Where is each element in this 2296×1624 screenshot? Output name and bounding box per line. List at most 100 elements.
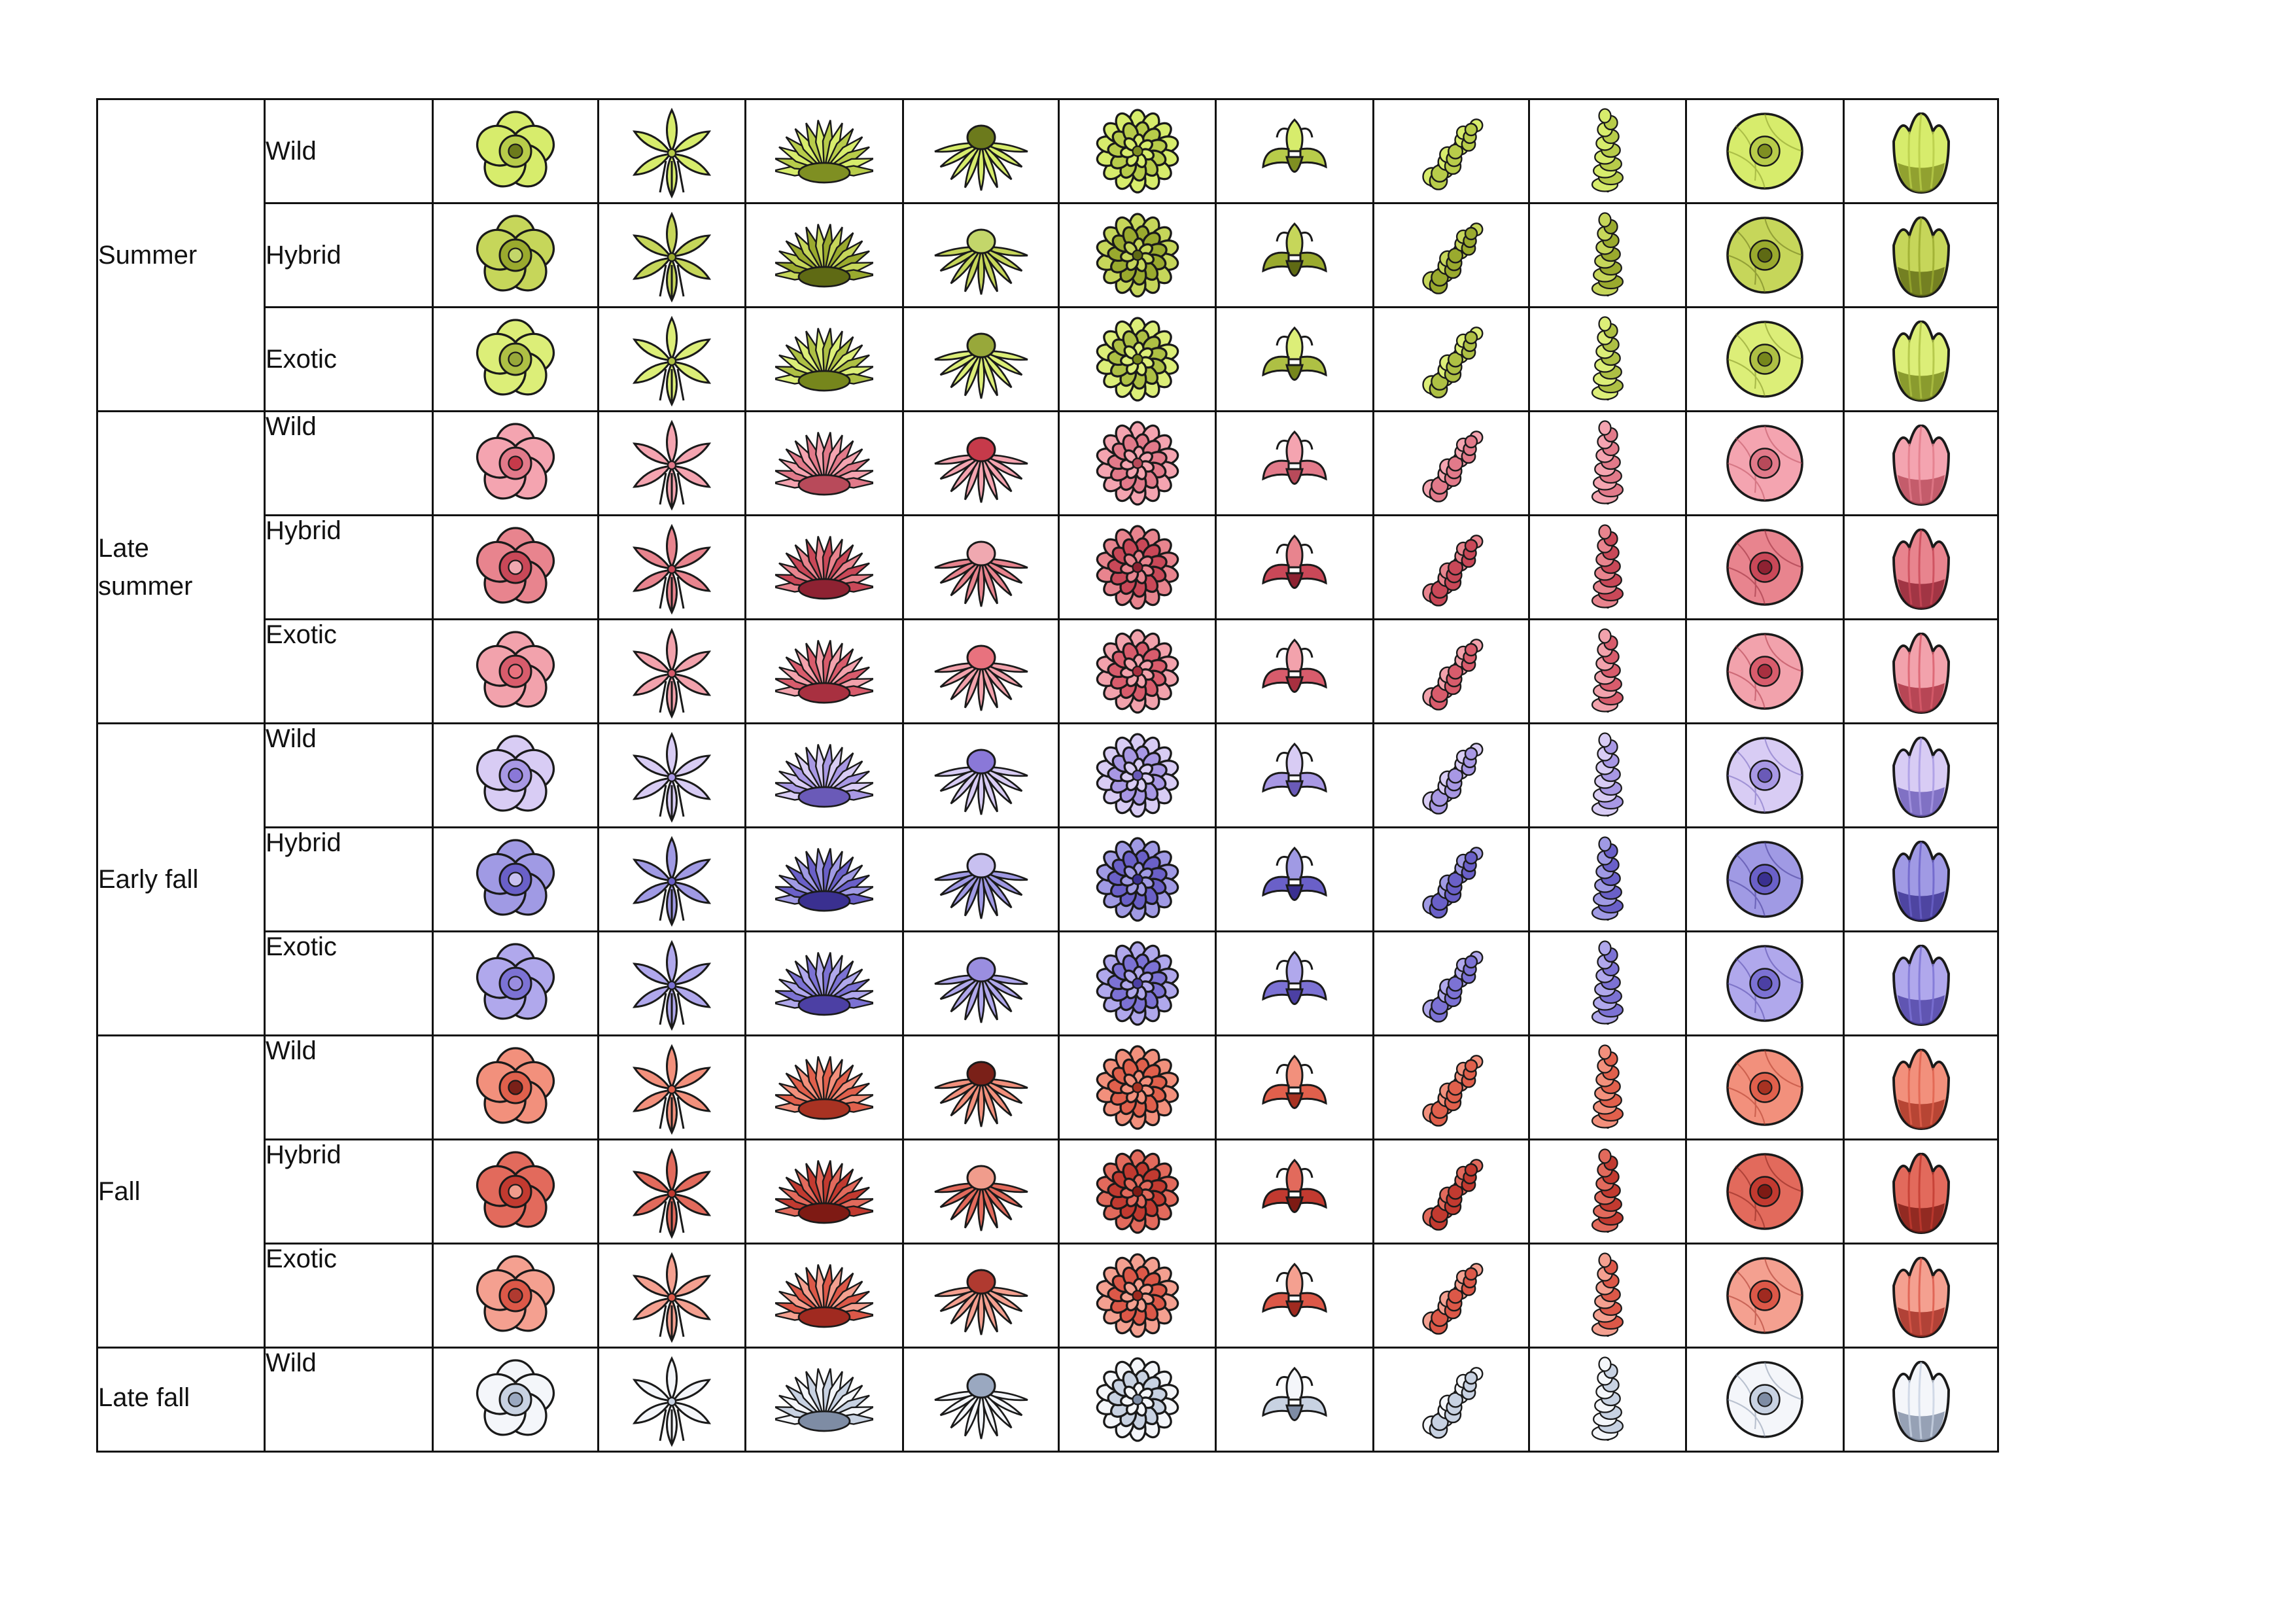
lilac-flower-icon bbox=[1372, 722, 1530, 828]
coneflower-flower-icon bbox=[902, 722, 1060, 828]
spiky-flower-icon bbox=[744, 826, 904, 932]
lily-flower-icon bbox=[597, 1347, 746, 1453]
lily-flower-icon bbox=[597, 1139, 746, 1244]
lily-flower-icon bbox=[597, 410, 746, 516]
hyacinth-flower-icon bbox=[1528, 514, 1687, 620]
lilac-flower-icon bbox=[1372, 618, 1530, 724]
primrose-flower-icon bbox=[432, 1034, 599, 1140]
coneflower-flower-icon bbox=[902, 930, 1060, 1036]
dahlia-flower-icon bbox=[1058, 1139, 1217, 1244]
season-label: Fall bbox=[96, 1034, 266, 1349]
table-row: Hybrid bbox=[97, 202, 1999, 308]
poppy-flower-icon bbox=[1685, 306, 1845, 412]
table-row: Early fall Wild bbox=[96, 722, 1999, 1036]
table-row: Exotic bbox=[97, 618, 1999, 724]
variant-label: Wild bbox=[264, 98, 434, 204]
spiky-flower-icon bbox=[744, 514, 904, 620]
iris-flower-icon bbox=[1215, 722, 1374, 828]
poppy-flower-icon bbox=[1685, 618, 1845, 724]
coneflower-flower-icon bbox=[902, 98, 1060, 204]
variant-label: Wild bbox=[264, 1034, 434, 1140]
dahlia-flower-icon bbox=[1058, 202, 1217, 308]
table-row: Hybrid bbox=[97, 826, 1999, 932]
season-label: Early fall bbox=[96, 722, 266, 1036]
table-row: Late fall Wild bbox=[96, 1347, 1999, 1453]
table-row: Late summer Wild bbox=[96, 410, 1999, 724]
spiky-flower-icon bbox=[744, 202, 904, 308]
primrose-flower-icon bbox=[432, 1139, 599, 1244]
lily-flower-icon bbox=[597, 1243, 746, 1349]
iris-flower-icon bbox=[1215, 1347, 1374, 1453]
tulip-flower-icon bbox=[1843, 1139, 1999, 1244]
variant-label: Wild bbox=[264, 1347, 434, 1453]
poppy-flower-icon bbox=[1685, 410, 1845, 516]
variant-label: Wild bbox=[264, 410, 434, 516]
season-label: Summer bbox=[96, 98, 266, 412]
tulip-flower-icon bbox=[1843, 1243, 1999, 1349]
spiky-flower-icon bbox=[744, 98, 904, 204]
primrose-flower-icon bbox=[432, 1347, 599, 1453]
table-row: Fall Wild bbox=[96, 1034, 1999, 1349]
tulip-flower-icon bbox=[1843, 514, 1999, 620]
iris-flower-icon bbox=[1215, 202, 1374, 308]
season-label: Late fall bbox=[96, 1347, 266, 1453]
primrose-flower-icon bbox=[432, 826, 599, 932]
primrose-flower-icon bbox=[432, 202, 599, 308]
spiky-flower-icon bbox=[744, 1243, 904, 1349]
lilac-flower-icon bbox=[1372, 1243, 1530, 1349]
coneflower-flower-icon bbox=[902, 1139, 1060, 1244]
lily-flower-icon bbox=[597, 1034, 746, 1140]
table-row: Exotic bbox=[97, 1243, 1999, 1349]
tulip-flower-icon bbox=[1843, 826, 1999, 932]
lilac-flower-icon bbox=[1372, 1034, 1530, 1140]
lilac-flower-icon bbox=[1372, 306, 1530, 412]
variant-label: Exotic bbox=[264, 306, 434, 412]
variant-label: Wild bbox=[264, 722, 434, 828]
coneflower-flower-icon bbox=[902, 1034, 1060, 1140]
coneflower-flower-icon bbox=[902, 306, 1060, 412]
tulip-flower-icon bbox=[1843, 1347, 1999, 1453]
coneflower-flower-icon bbox=[902, 202, 1060, 308]
coneflower-flower-icon bbox=[902, 1347, 1060, 1453]
table-row: Summer Wild bbox=[96, 98, 1999, 412]
hyacinth-flower-icon bbox=[1528, 1139, 1687, 1244]
lilac-flower-icon bbox=[1372, 930, 1530, 1036]
lily-flower-icon bbox=[597, 618, 746, 724]
lily-flower-icon bbox=[597, 514, 746, 620]
variant-label: Hybrid bbox=[264, 514, 434, 620]
coneflower-flower-icon bbox=[902, 618, 1060, 724]
dahlia-flower-icon bbox=[1058, 618, 1217, 724]
hyacinth-flower-icon bbox=[1528, 1243, 1687, 1349]
dahlia-flower-icon bbox=[1058, 98, 1217, 204]
primrose-flower-icon bbox=[432, 98, 599, 204]
spiky-flower-icon bbox=[744, 1347, 904, 1453]
hyacinth-flower-icon bbox=[1528, 306, 1687, 412]
lilac-flower-icon bbox=[1372, 514, 1530, 620]
spiky-flower-icon bbox=[744, 306, 904, 412]
iris-flower-icon bbox=[1215, 514, 1374, 620]
iris-flower-icon bbox=[1215, 930, 1374, 1036]
hyacinth-flower-icon bbox=[1528, 1034, 1687, 1140]
hyacinth-flower-icon bbox=[1528, 98, 1687, 204]
lily-flower-icon bbox=[597, 306, 746, 412]
poppy-flower-icon bbox=[1685, 514, 1845, 620]
dahlia-flower-icon bbox=[1058, 826, 1217, 932]
lily-flower-icon bbox=[597, 930, 746, 1036]
lilac-flower-icon bbox=[1372, 1347, 1530, 1453]
iris-flower-icon bbox=[1215, 1034, 1374, 1140]
primrose-flower-icon bbox=[432, 410, 599, 516]
iris-flower-icon bbox=[1215, 410, 1374, 516]
dahlia-flower-icon bbox=[1058, 722, 1217, 828]
hyacinth-flower-icon bbox=[1528, 202, 1687, 308]
iris-flower-icon bbox=[1215, 306, 1374, 412]
lilac-flower-icon bbox=[1372, 98, 1530, 204]
spiky-flower-icon bbox=[744, 618, 904, 724]
tulip-flower-icon bbox=[1843, 202, 1999, 308]
dahlia-flower-icon bbox=[1058, 410, 1217, 516]
flower-grid: Summer Wild Hybrid Exotic Late summer Wild Hyb… bbox=[96, 98, 1999, 1453]
iris-flower-icon bbox=[1215, 1139, 1374, 1244]
table-row: Exotic bbox=[97, 306, 1999, 412]
table-row: Hybrid bbox=[97, 1139, 1999, 1244]
variant-label: Exotic bbox=[264, 1243, 434, 1349]
dahlia-flower-icon bbox=[1058, 1243, 1217, 1349]
